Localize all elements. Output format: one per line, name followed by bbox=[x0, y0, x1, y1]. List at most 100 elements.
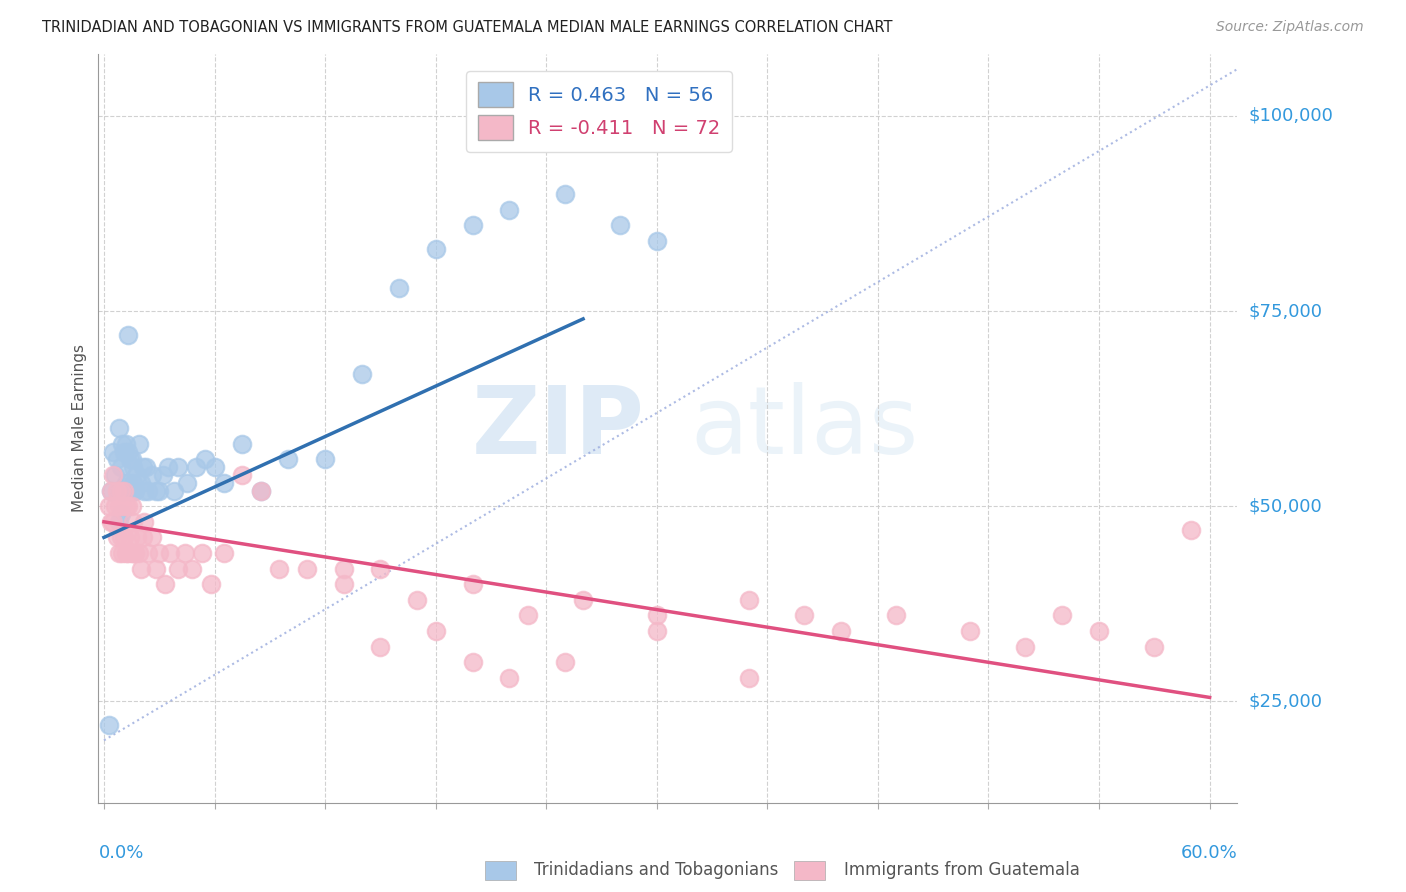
Text: Trinidadians and Tobagonians: Trinidadians and Tobagonians bbox=[534, 861, 779, 879]
Point bbox=[111, 546, 134, 560]
Point bbox=[110, 530, 132, 544]
Text: $100,000: $100,000 bbox=[1249, 107, 1333, 125]
Point bbox=[104, 468, 127, 483]
Text: ZIP: ZIP bbox=[472, 382, 645, 475]
Point bbox=[110, 507, 132, 521]
Point bbox=[129, 562, 152, 576]
Point bbox=[204, 460, 226, 475]
Point bbox=[118, 483, 141, 498]
Point bbox=[100, 483, 122, 498]
Point bbox=[145, 562, 167, 576]
Point bbox=[738, 593, 761, 607]
Point bbox=[105, 530, 128, 544]
Text: $75,000: $75,000 bbox=[1249, 302, 1323, 320]
Point bbox=[136, 483, 159, 498]
Point bbox=[332, 577, 354, 591]
Point bbox=[959, 624, 981, 639]
Point bbox=[117, 475, 139, 490]
Point bbox=[101, 444, 124, 458]
Point bbox=[127, 530, 149, 544]
Point bbox=[134, 515, 156, 529]
Point bbox=[98, 717, 121, 731]
Point bbox=[121, 483, 143, 498]
Point bbox=[498, 671, 520, 685]
Point bbox=[163, 483, 186, 498]
Point bbox=[231, 437, 253, 451]
Point bbox=[122, 546, 145, 560]
Point bbox=[212, 475, 235, 490]
Point bbox=[124, 546, 146, 560]
Point bbox=[295, 562, 318, 576]
Point bbox=[111, 483, 134, 498]
Point bbox=[174, 546, 197, 560]
Point bbox=[830, 624, 852, 639]
Point bbox=[886, 608, 908, 623]
Point bbox=[131, 460, 153, 475]
Point bbox=[128, 437, 150, 451]
Point bbox=[118, 530, 141, 544]
Point bbox=[121, 452, 143, 467]
Point bbox=[159, 546, 181, 560]
Point bbox=[124, 483, 146, 498]
Point bbox=[122, 515, 145, 529]
Text: TRINIDADIAN AND TOBAGONIAN VS IMMIGRANTS FROM GUATEMALA MEDIAN MALE EARNINGS COR: TRINIDADIAN AND TOBAGONIAN VS IMMIGRANTS… bbox=[42, 20, 893, 35]
Point bbox=[112, 530, 135, 544]
Point bbox=[1050, 608, 1073, 623]
Point bbox=[107, 500, 129, 514]
Point bbox=[194, 452, 217, 467]
Point bbox=[738, 671, 761, 685]
Point bbox=[1088, 624, 1111, 639]
Point bbox=[115, 475, 138, 490]
Point bbox=[129, 475, 152, 490]
Point bbox=[110, 483, 132, 498]
Point bbox=[134, 483, 156, 498]
Point bbox=[145, 483, 167, 498]
Point bbox=[153, 577, 176, 591]
Point bbox=[111, 500, 134, 514]
Point bbox=[115, 546, 138, 560]
Text: atlas: atlas bbox=[690, 382, 920, 475]
Point bbox=[461, 219, 484, 233]
Point bbox=[190, 546, 212, 560]
Point bbox=[461, 655, 484, 669]
Text: $25,000: $25,000 bbox=[1249, 692, 1323, 710]
Point bbox=[105, 483, 128, 498]
Point bbox=[101, 515, 124, 529]
Point bbox=[117, 500, 139, 514]
Point bbox=[166, 562, 188, 576]
Legend: R = 0.463   N = 56, R = -0.411   N = 72: R = 0.463 N = 56, R = -0.411 N = 72 bbox=[465, 70, 733, 152]
Point bbox=[425, 242, 447, 256]
Point bbox=[166, 460, 188, 475]
Point bbox=[131, 530, 153, 544]
Point bbox=[1014, 640, 1036, 654]
Point bbox=[609, 219, 631, 233]
Point bbox=[112, 444, 135, 458]
Point bbox=[107, 421, 129, 435]
Text: 0.0%: 0.0% bbox=[98, 845, 143, 863]
Point bbox=[98, 500, 121, 514]
Text: Immigrants from Guatemala: Immigrants from Guatemala bbox=[844, 861, 1080, 879]
Point bbox=[107, 546, 129, 560]
Point bbox=[122, 475, 145, 490]
Point bbox=[105, 452, 128, 467]
Point bbox=[157, 460, 180, 475]
Point bbox=[110, 460, 132, 475]
Point bbox=[200, 577, 222, 591]
Point bbox=[100, 515, 122, 529]
Point bbox=[127, 468, 149, 483]
Point bbox=[117, 327, 139, 342]
Point bbox=[461, 577, 484, 591]
Point bbox=[100, 483, 122, 498]
Point bbox=[122, 460, 145, 475]
Point bbox=[118, 452, 141, 467]
Point bbox=[128, 546, 150, 560]
Point bbox=[267, 562, 290, 576]
Point bbox=[793, 608, 815, 623]
Point bbox=[645, 608, 668, 623]
Point bbox=[107, 515, 129, 529]
Point bbox=[212, 546, 235, 560]
Text: 60.0%: 60.0% bbox=[1181, 845, 1237, 863]
Point bbox=[152, 468, 174, 483]
Point bbox=[135, 460, 157, 475]
Point bbox=[104, 500, 127, 514]
